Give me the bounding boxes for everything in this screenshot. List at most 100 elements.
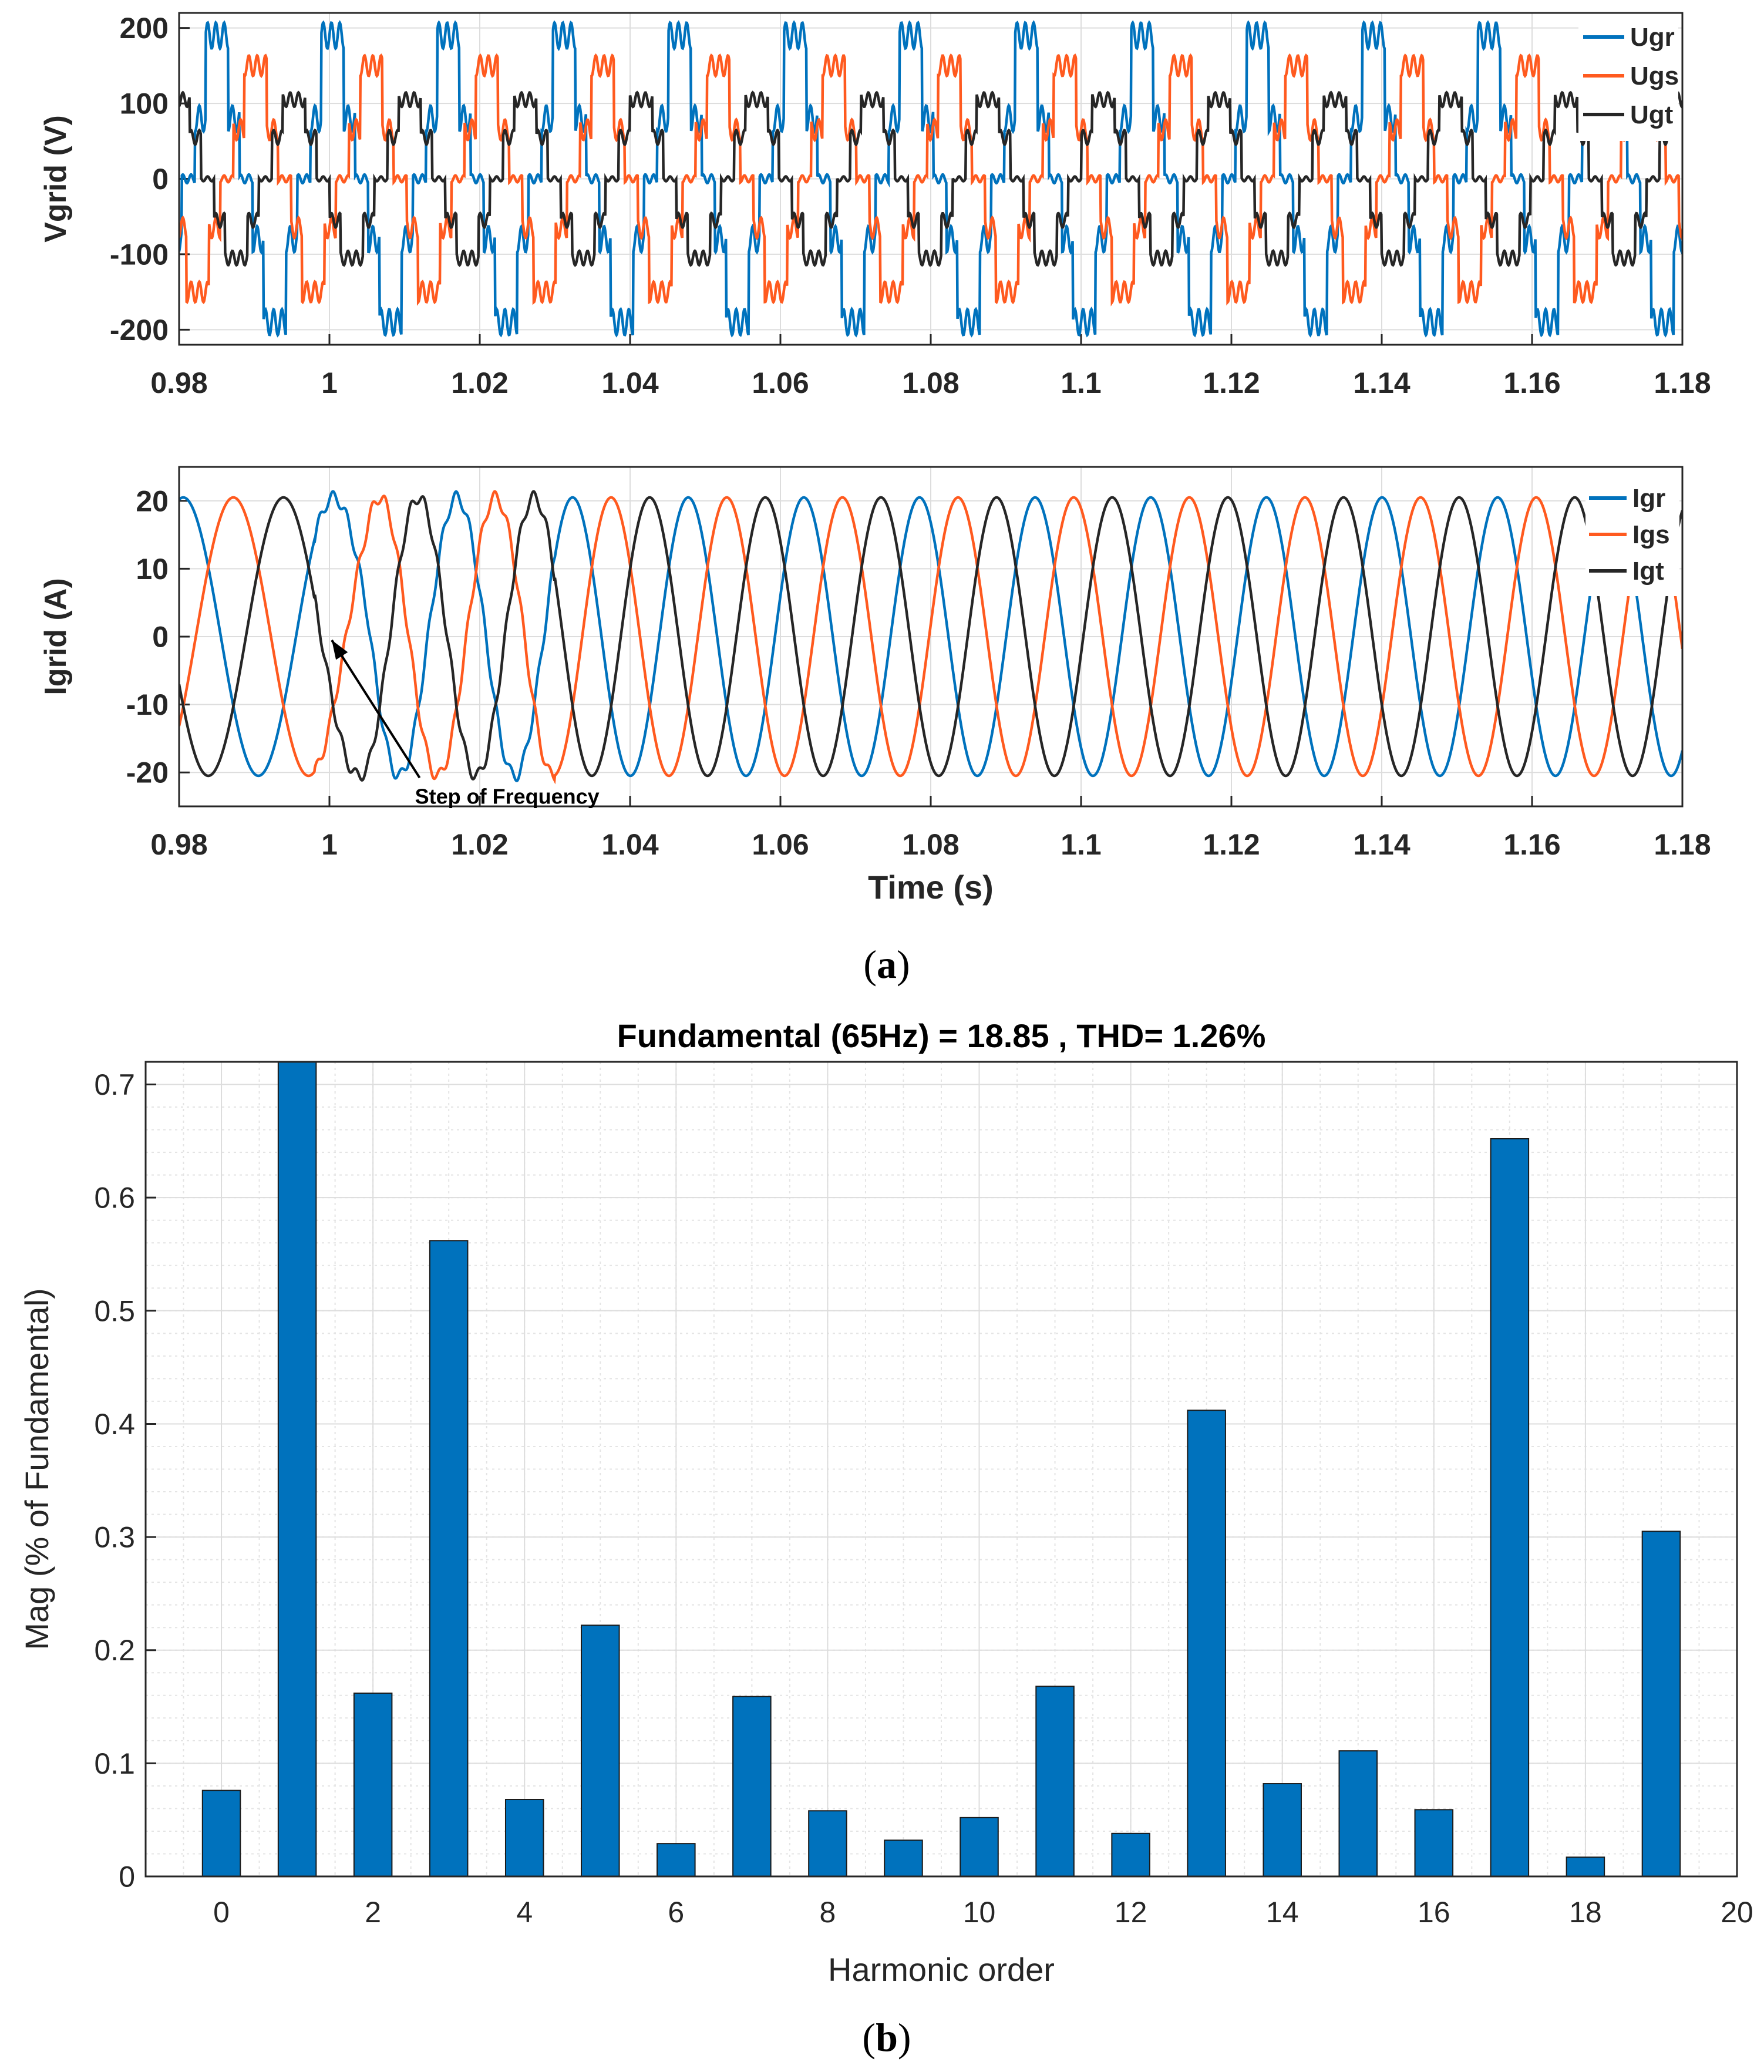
fft-bar-9 <box>884 1839 923 1877</box>
vgrid-y-axis-label: Vgrid (V) <box>39 115 73 243</box>
fft-y-axis-label: Mag (% of Fundamental) <box>18 1288 55 1650</box>
fft-x-tick-label: 2 <box>365 1896 381 1929</box>
fft-y-tick-label: 0.6 <box>94 1182 135 1215</box>
fft-bar-18 <box>1566 1856 1605 1878</box>
vgrid-y-tick-label: -100 <box>110 238 169 271</box>
fft-bar-13 <box>1187 1410 1226 1878</box>
vgrid-legend-label-Ugs: Ugs <box>1630 62 1679 90</box>
fft-bar-0 <box>201 1790 241 1878</box>
fft-y-tick-label: 0 <box>119 1861 135 1893</box>
igrid-plot: 0.98 1 1.02 1.04 1.06 1.08 1.1 1.12 1.14 1.16 1.18… <box>39 466 1711 906</box>
igrid-legend-label-Igr: Igr <box>1632 484 1665 513</box>
fft-title: Fundamental (65Hz) = 18.85 , THD= 1.26% <box>617 1017 1266 1054</box>
vgrid-legend-label-Ugr: Ugr <box>1630 23 1675 52</box>
fft-y-tick-label: 0.1 <box>94 1747 135 1780</box>
fft-bar-10 <box>960 1817 999 1878</box>
fft-bar-19 <box>1641 1531 1681 1877</box>
igrid-y-tick-label: 10 <box>136 553 169 586</box>
fft-x-tick-label: 16 <box>1418 1896 1450 1929</box>
igrid-y-tick-label: 0 <box>152 621 169 654</box>
fft-bar-17 <box>1490 1138 1530 1877</box>
vgrid-x-tick-label: 1.02 <box>451 366 508 399</box>
igrid-annotation-text: Step of Frequency <box>415 784 600 808</box>
igrid-x-tick-label: 0.98 <box>150 828 207 861</box>
fft-y-tick-label: 0.4 <box>94 1408 135 1441</box>
fft-bar-3 <box>429 1240 469 1877</box>
fft-y-tick-label: 0.3 <box>94 1521 135 1554</box>
fft-bar-4 <box>504 1799 544 1878</box>
vgrid-x-tick-label: 1.18 <box>1654 366 1711 399</box>
vgrid-x-tick-label: 1.12 <box>1203 366 1260 399</box>
fft-x-tick-label: 20 <box>1721 1896 1753 1929</box>
fft-x-tick-label: 8 <box>820 1896 836 1929</box>
igrid-x-tick-label: 1 <box>321 828 338 861</box>
igrid-x-tick-label: 1.02 <box>451 828 508 861</box>
igrid-x-tick-label: 1.04 <box>601 828 659 861</box>
fft-x-tick-label: 6 <box>668 1896 684 1929</box>
igrid-legend-label-Igt: Igt <box>1632 557 1664 586</box>
igrid-series-Igt <box>179 490 1682 782</box>
igrid-x-tick-label: 1.08 <box>902 828 959 861</box>
fft-y-tick-label: 0.7 <box>94 1068 135 1101</box>
vgrid-y-tick-label: -200 <box>110 314 169 347</box>
fft-bar-5 <box>581 1624 620 1877</box>
fft-bar-2 <box>353 1692 393 1878</box>
fft-x-tick-label: 12 <box>1115 1896 1147 1929</box>
fft-bar-8 <box>808 1810 847 1878</box>
igrid-x-tick-label: 1.1 <box>1061 828 1102 861</box>
igrid-annotation-arrow-line <box>331 639 421 779</box>
vgrid-series-Ugs <box>179 53 1682 307</box>
fft-axes-frame <box>144 1061 1738 1878</box>
vgrid-legend-label-Ugt: Ugt <box>1630 100 1674 129</box>
vgrid-y-tick-label: 200 <box>120 12 169 45</box>
fft-bar-14 <box>1263 1783 1302 1878</box>
igrid-y-tick-label: -20 <box>126 756 169 789</box>
fft-bar-16 <box>1414 1809 1454 1877</box>
igrid-x-tick-label: 1.16 <box>1503 828 1560 861</box>
vgrid-x-tick-label: 1.04 <box>601 366 659 399</box>
fft-y-tick-label: 0.2 <box>94 1634 135 1667</box>
fft-bar-1 <box>277 1061 317 1877</box>
fft-x-tick-label: 0 <box>213 1896 230 1929</box>
caption-b: (b) <box>862 2015 911 2060</box>
vgrid-axes-frame <box>178 12 1684 346</box>
igrid-x-tick-label: 1.14 <box>1353 828 1410 861</box>
igrid-series-Igr <box>179 490 1682 782</box>
vgrid-x-tick-label: 1.1 <box>1061 366 1102 399</box>
vgrid-y-tick-label: 100 <box>120 88 169 120</box>
fft-x-axis-label: Harmonic order <box>828 1951 1055 1988</box>
igrid-axes-frame <box>178 466 1684 808</box>
vgrid-x-tick-label: 1.16 <box>1503 366 1560 399</box>
igrid-annotation-arrow-head <box>332 640 348 660</box>
igrid-x-axis-label: Time (s) <box>868 869 994 906</box>
igrid-legend: Igr Igs Igt <box>1585 479 1679 596</box>
igrid-x-tick-label: 1.06 <box>752 828 809 861</box>
vgrid-legend: Ugr Ugs Ugt <box>1578 18 1679 141</box>
fft-x-tick-label: 18 <box>1569 1896 1602 1929</box>
fft-y-tick-label: 0.5 <box>94 1294 135 1327</box>
vgrid-x-tick-label: 1.14 <box>1353 366 1410 399</box>
fft-x-tick-label: 10 <box>963 1896 996 1929</box>
vgrid-plot: 0.98 1 1.02 1.04 1.06 1.08 1.1 1.12 1.14 1.16 1.18… <box>39 12 1711 399</box>
caption-a: (a) <box>863 942 910 987</box>
igrid-series-Igs <box>179 490 1682 785</box>
vgrid-x-tick-label: 1.08 <box>902 366 959 399</box>
vgrid-x-tick-label: 0.98 <box>150 366 207 399</box>
fft-bar-11 <box>1035 1686 1075 1878</box>
vgrid-x-tick-label: 1.06 <box>752 366 809 399</box>
fft-bar-6 <box>657 1843 696 1878</box>
igrid-y-axis-label: Igrid (A) <box>39 578 73 695</box>
vgrid-series-Ugr <box>179 20 1682 338</box>
igrid-legend-label-Igs: Igs <box>1632 520 1670 549</box>
igrid-y-tick-label: -10 <box>126 688 169 721</box>
fft-x-tick-label: 14 <box>1266 1896 1299 1929</box>
fft-plot: 0 2 4 6 8 10 12 14 16 18 20 0 0.1 0.2 0.3 0.4 0.5 0.6 0.7 F… <box>18 1017 1753 1988</box>
fft-bar-7 <box>732 1696 772 1877</box>
fft-bar-12 <box>1111 1832 1150 1877</box>
fft-bar-15 <box>1338 1750 1378 1878</box>
igrid-y-tick-label: 20 <box>136 485 169 517</box>
fft-x-tick-label: 4 <box>516 1896 533 1929</box>
vgrid-series-Ugt <box>179 90 1682 267</box>
igrid-x-tick-label: 1.12 <box>1203 828 1260 861</box>
